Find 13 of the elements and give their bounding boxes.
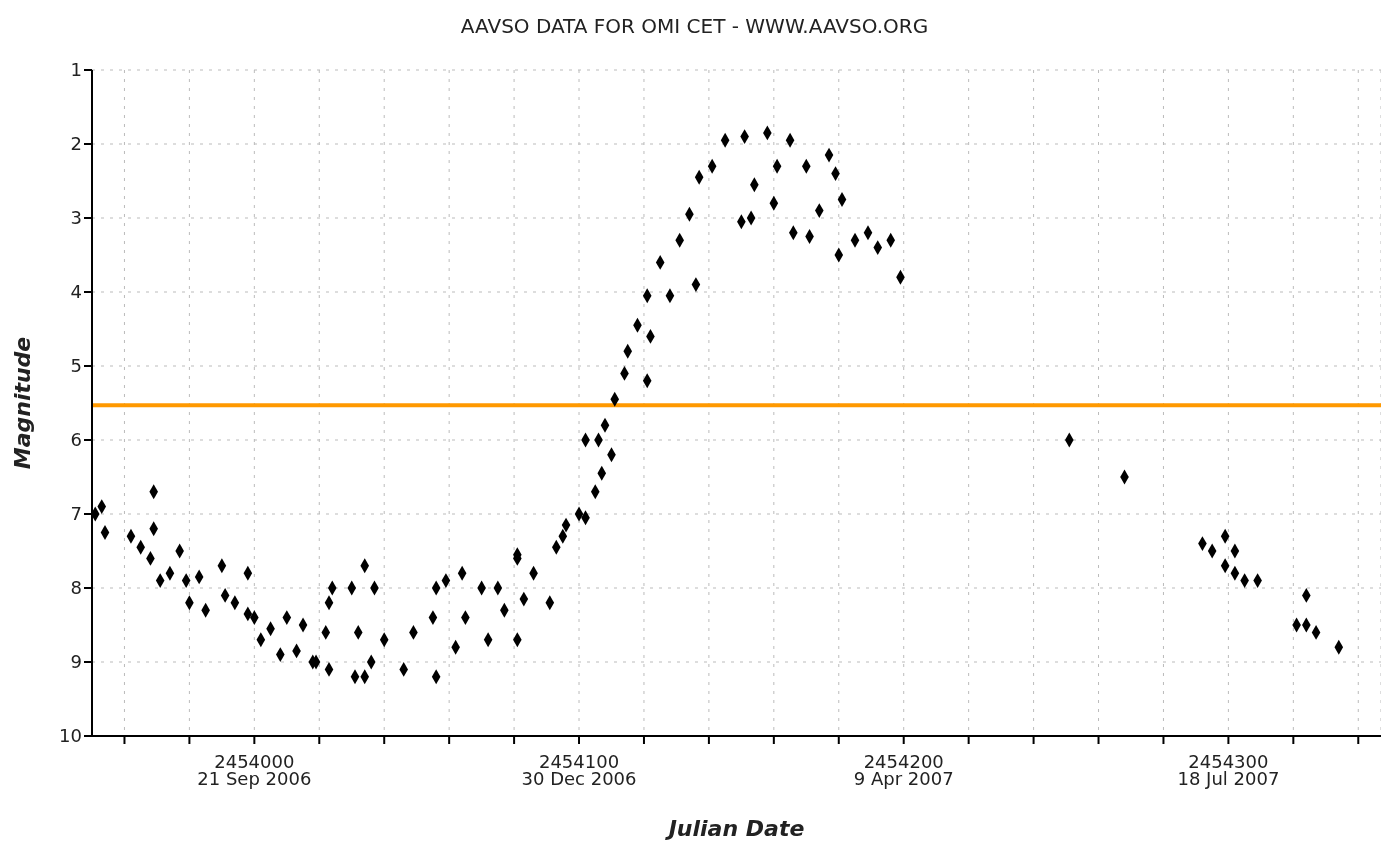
y-tick-label: 2 [70,133,82,155]
y-tick-label: 7 [70,503,82,525]
y-tick-label: 5 [70,355,82,377]
y-axis-title: Magnitude [9,336,35,470]
y-tick-label: 1 [70,59,82,81]
y-tick-label: 3 [70,207,82,229]
y-tick-label: 8 [70,577,82,599]
y-tick-label: 10 [59,725,82,747]
y-tick-label: 6 [70,429,82,451]
chart-title: AAVSO DATA FOR OMI CET - WWW.AAVSO.ORG [459,13,930,40]
x-axis-title: Julian Date [664,816,805,841]
y-tick-label: 9 [70,651,82,673]
y-tick-label: 4 [70,281,82,303]
